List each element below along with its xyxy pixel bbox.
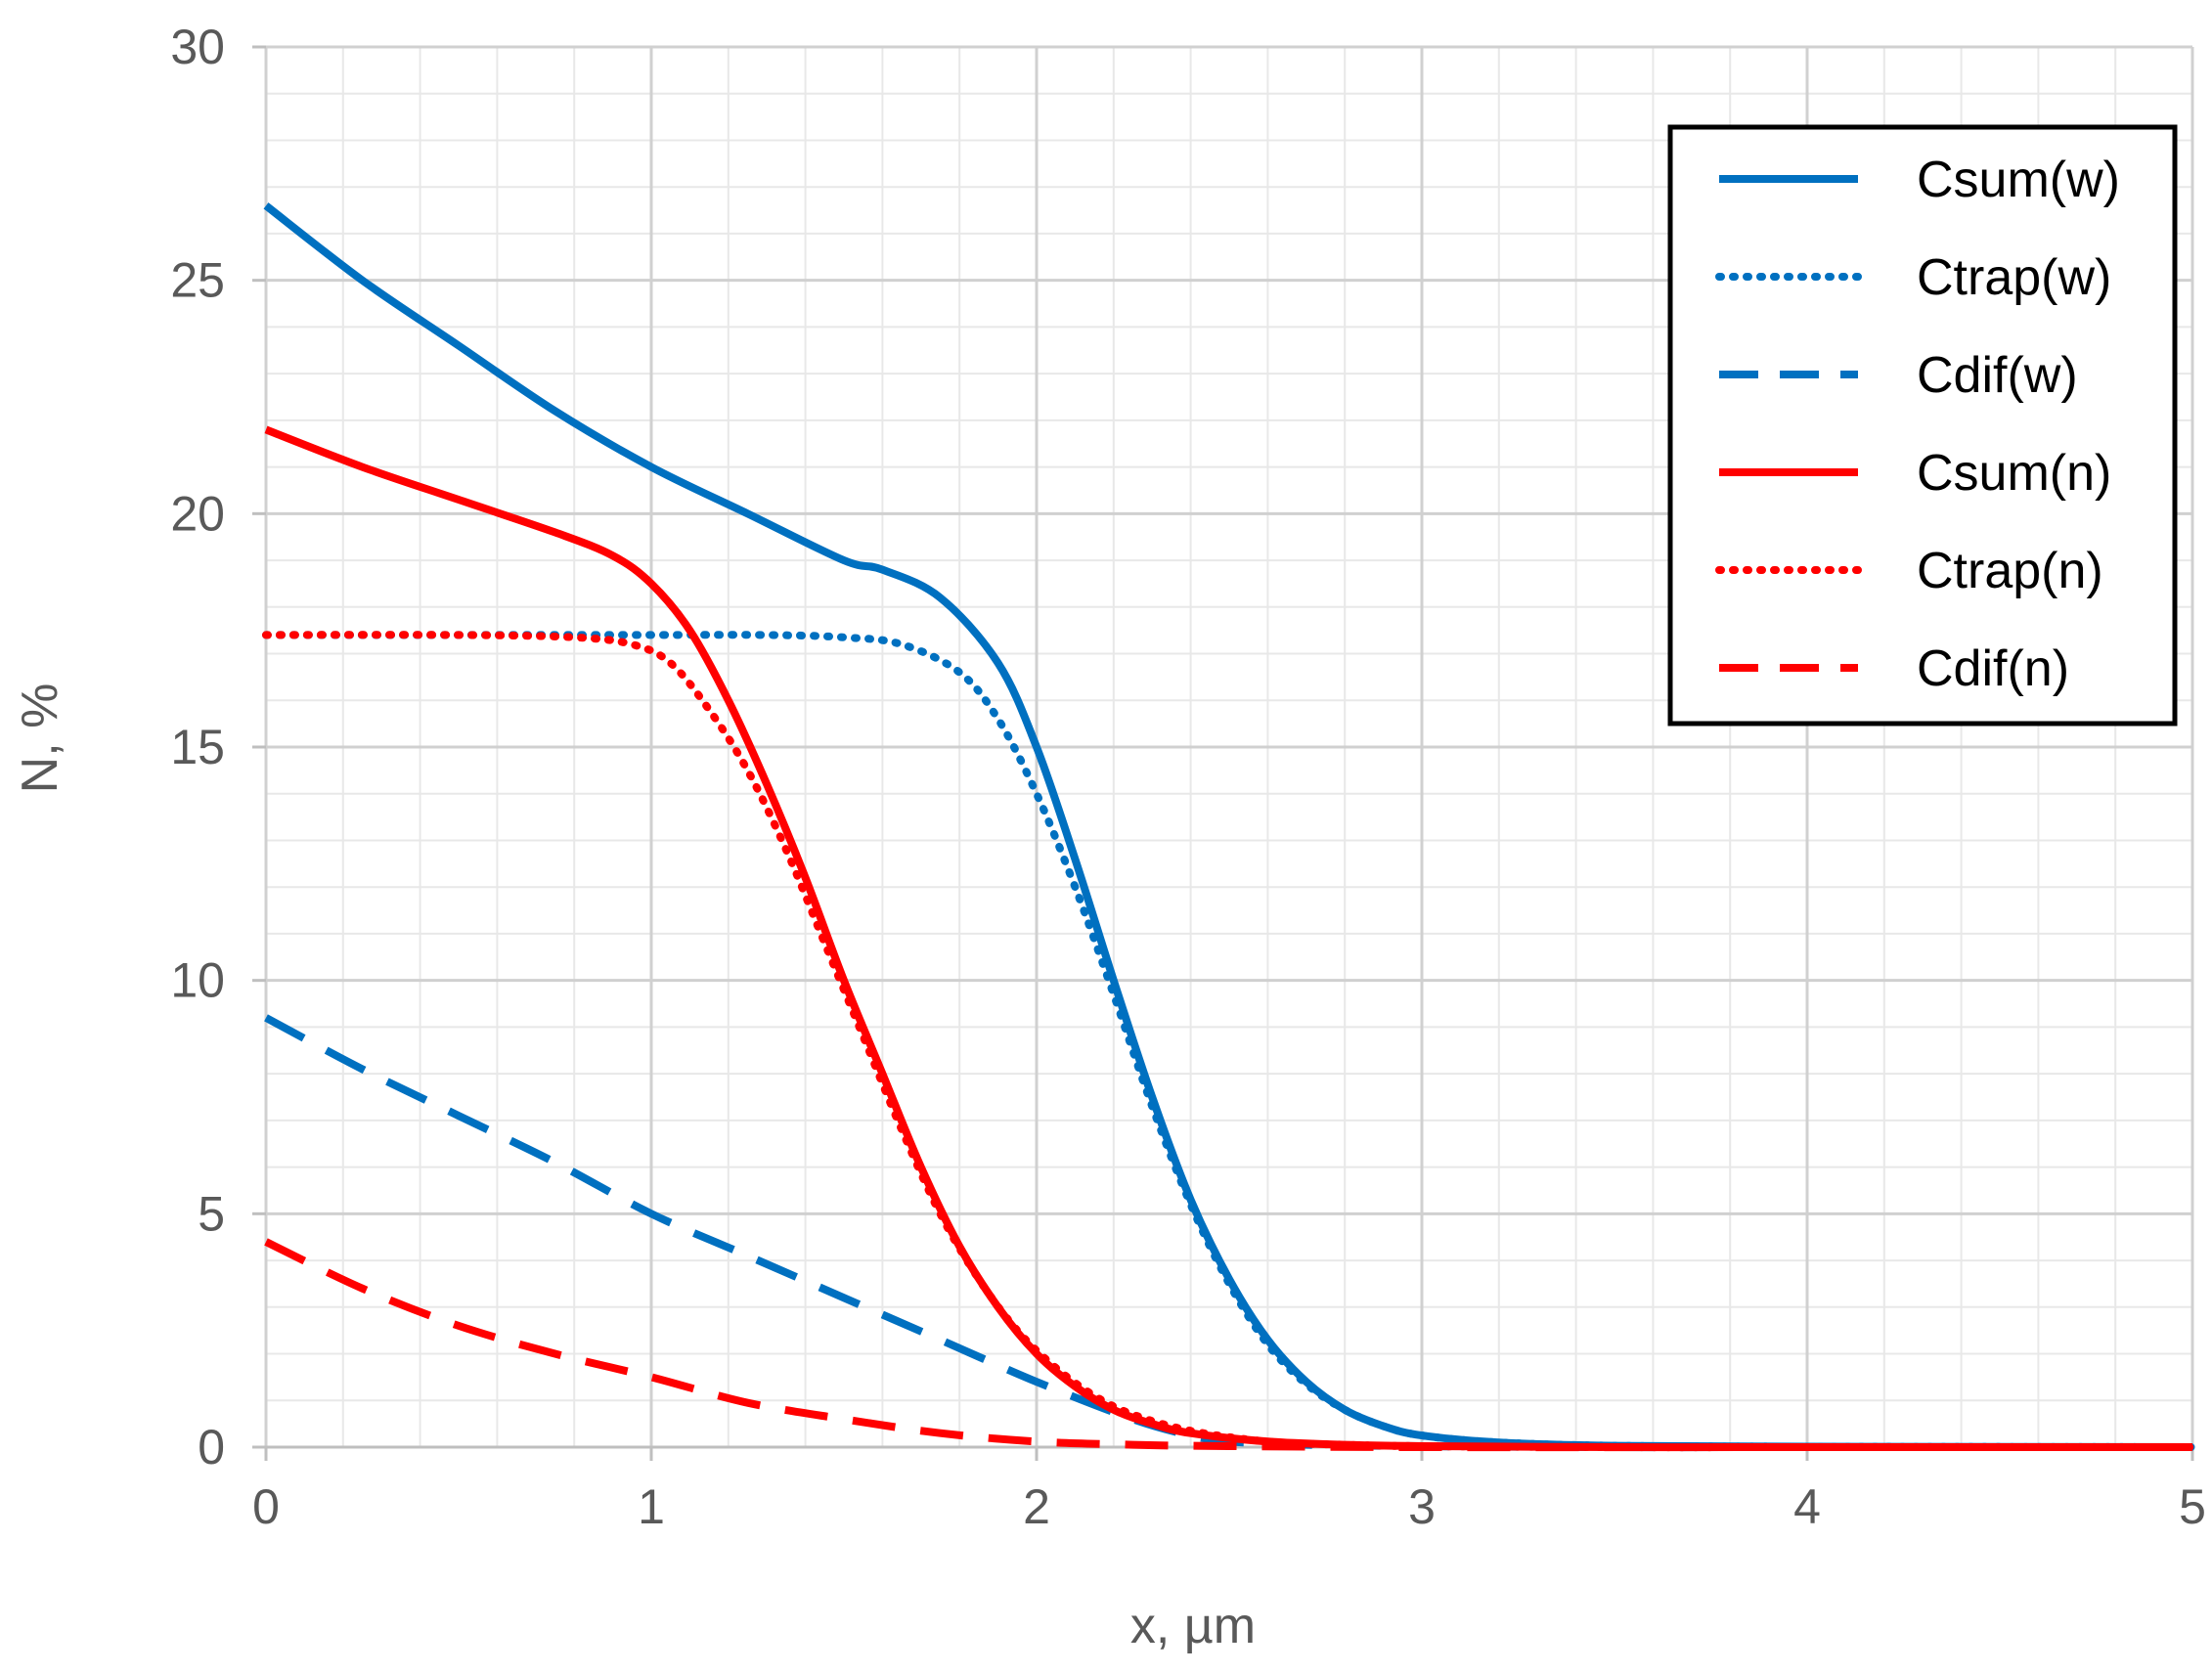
legend-label: Cdif(n): [1917, 640, 2069, 697]
legend-item: Ctrap(w): [1715, 249, 2111, 306]
series-line-csum-w: [263, 202, 2193, 1451]
x-tick-label: 1: [638, 1479, 665, 1534]
x-tick-label: 0: [252, 1479, 280, 1534]
series-line-ctrap-n: [262, 631, 2196, 1452]
legend-item: Cdif(n): [1719, 640, 2069, 697]
tick-labels: 0 1 2 3 4 5 0 5 10 15 20 25 30: [170, 20, 2206, 1534]
x-tick-label: 4: [1793, 1479, 1821, 1534]
legend-item: Ctrap(n): [1715, 543, 2103, 599]
legend-item: Cdif(w): [1719, 347, 2078, 404]
legend-item: Csum(w): [1719, 152, 2120, 208]
legend-label: Ctrap(n): [1917, 543, 2103, 599]
legend-label: Ctrap(w): [1917, 249, 2111, 306]
legend: Csum(w) Ctrap(w) Cdif(w) Csum(n) Ctrap(n) Cdi…: [1667, 124, 2178, 726]
x-axis-title: x, µm: [1130, 1598, 1256, 1654]
plot-area: [262, 202, 2196, 1452]
y-tick-label: 10: [170, 953, 225, 1008]
y-tick-label: 0: [198, 1420, 225, 1475]
legend-box: [1667, 124, 2178, 726]
y-tick-label: 5: [198, 1186, 225, 1241]
legend-label: Cdif(w): [1917, 347, 2078, 404]
x-tick-label: 2: [1023, 1479, 1050, 1534]
x-tick-label: 5: [2179, 1479, 2206, 1534]
y-tick-label: 15: [170, 720, 225, 774]
x-tick-label: 3: [1408, 1479, 1436, 1534]
y-tick-label: 20: [170, 486, 225, 541]
y-axis-title: N, %: [12, 683, 68, 794]
legend-item: Csum(n): [1719, 445, 2111, 502]
legend-label: Csum(n): [1917, 445, 2111, 502]
y-tick-label: 30: [170, 20, 225, 74]
y-tick-label: 25: [170, 253, 225, 308]
series-line-csum-n: [264, 425, 2192, 1452]
legend-label: Csum(w): [1917, 152, 2120, 208]
